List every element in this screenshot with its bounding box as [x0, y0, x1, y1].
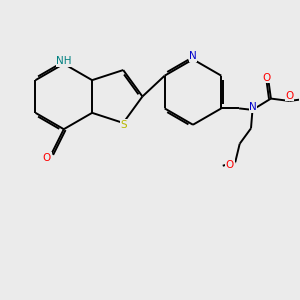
Text: NH: NH: [56, 56, 72, 66]
Text: O: O: [262, 73, 271, 83]
Text: O: O: [43, 153, 51, 163]
Text: N: N: [249, 103, 257, 112]
Text: O: O: [285, 91, 293, 100]
Text: N: N: [189, 51, 197, 62]
Text: O: O: [226, 160, 234, 170]
Text: S: S: [121, 120, 127, 130]
